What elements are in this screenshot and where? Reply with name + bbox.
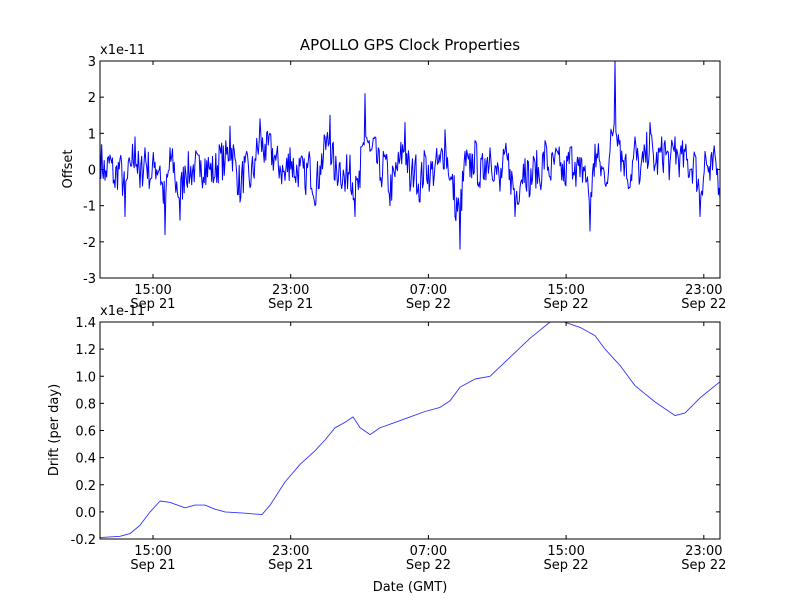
drift-xlabel: Date (GMT) <box>373 580 448 595</box>
drift-scale-text: x1e-11 <box>100 304 145 319</box>
xtick-label-date: Sep 22 <box>544 297 589 312</box>
ytick-label: -1 <box>83 200 96 215</box>
ytick-label: 1.2 <box>75 343 96 358</box>
ytick-label: -2 <box>83 236 96 251</box>
xtick-label-time: 23:00 <box>272 283 309 298</box>
xtick-label-date: Sep 21 <box>130 558 175 573</box>
ytick-label: 0.4 <box>75 452 96 467</box>
xtick-label-time: 23:00 <box>685 283 722 298</box>
drift-ylabel: Drift (per day) <box>47 384 62 476</box>
xtick-label-time: 15:00 <box>134 544 171 559</box>
ytick-label: 1.0 <box>75 370 96 385</box>
xtick-label-date: Sep 22 <box>544 558 589 573</box>
xtick-label-time: 15:00 <box>134 283 171 298</box>
xtick-label-time: 07:00 <box>410 544 447 559</box>
xtick-label-time: 23:00 <box>272 544 309 559</box>
ytick-label: 0.2 <box>75 479 96 494</box>
ytick-label: -3 <box>83 272 96 287</box>
xtick-label-date: Sep 22 <box>681 558 726 573</box>
xtick-label-date: Sep 21 <box>268 558 313 573</box>
ytick-label: 0.6 <box>75 425 96 440</box>
offset-series-line <box>100 61 720 250</box>
xtick-label-date: Sep 22 <box>681 297 726 312</box>
offset-ylabel: Offset <box>61 149 76 188</box>
xtick-label-date: Sep 22 <box>406 297 451 312</box>
xtick-label-date: Sep 22 <box>406 558 451 573</box>
xtick-label-time: 07:00 <box>410 283 447 298</box>
xtick-label-date: Sep 21 <box>268 297 313 312</box>
drift-series-line <box>100 322 720 539</box>
ytick-label: 3 <box>88 55 96 70</box>
ytick-label: 0 <box>88 164 96 179</box>
ytick-label: -0.2 <box>71 533 96 548</box>
offset-scale-text: x1e-11 <box>100 43 145 58</box>
xtick-label-date: Sep 21 <box>130 297 175 312</box>
ytick-label: 0.0 <box>75 506 96 521</box>
ytick-label: 1 <box>88 127 96 142</box>
xtick-label-time: 15:00 <box>547 544 584 559</box>
ytick-label: 2 <box>88 91 96 106</box>
ytick-label: 0.8 <box>75 397 96 412</box>
xtick-label-time: 23:00 <box>685 544 722 559</box>
chart-title: APOLLO GPS Clock Properties <box>300 36 520 54</box>
xtick-label-time: 15:00 <box>547 283 584 298</box>
ytick-label: 1.4 <box>75 316 96 331</box>
